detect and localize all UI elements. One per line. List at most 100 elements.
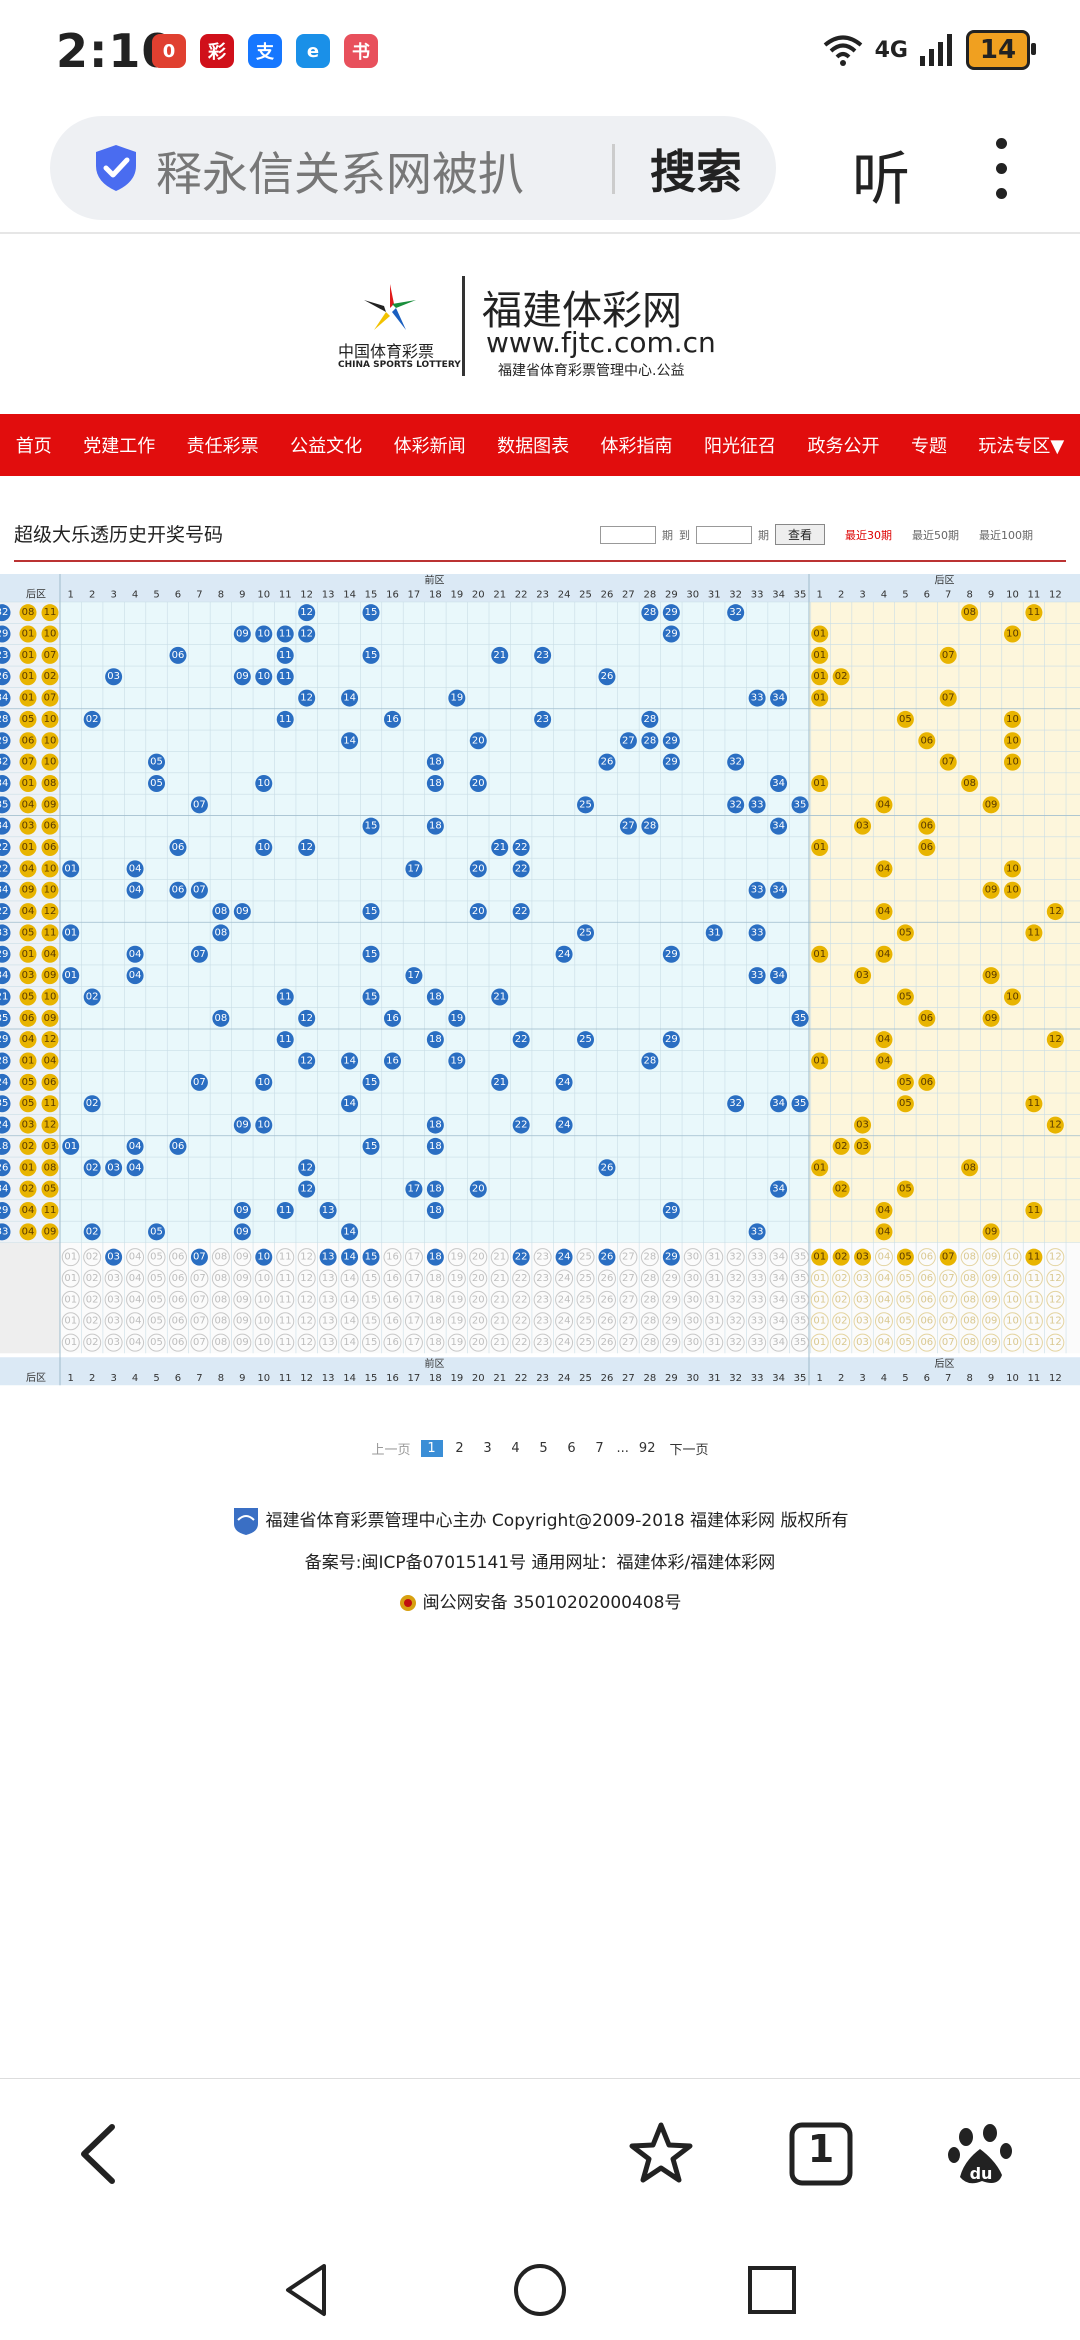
stat-back-1-4 [874,1269,893,1288]
stat-front-num-2-2: 02 [86,1294,99,1305]
nav-item-0[interactable]: 首页 [15,436,52,457]
recent-100-link[interactable]: 最近100期 [979,528,1034,542]
nav-item-7[interactable]: 阳光征召 [704,436,777,457]
stat-back-num-0-12: 12 [1049,1252,1062,1263]
back-num-25-3: 03 [856,1141,869,1152]
nav-item-1[interactable]: 党建工作 [83,436,156,457]
back-ball-13-10 [1003,881,1021,899]
stat-front-num-2-12: 12 [300,1294,313,1305]
back-num-1-10: 10 [1006,629,1019,640]
stat-front-num-3-12: 12 [300,1316,313,1327]
front-num-2-6: 06 [172,650,185,661]
stat-front-num-4-22: 22 [515,1337,528,1348]
footer-police[interactable]: 闽公网安备 35010202000408号 [0,1588,1080,1613]
back-arrow-icon[interactable] [66,2119,136,2189]
front-ball-8-5 [148,774,166,792]
page-link-last[interactable]: 92 [638,1441,656,1456]
prefix-num-13-0: 34 [0,885,8,896]
listen-button[interactable]: 听 [852,145,911,213]
query-button[interactable]: 查看 [775,524,826,545]
stat-front-0-18 [426,1248,444,1266]
bookmark-star-icon[interactable] [626,2119,696,2189]
back-num-13-9: 09 [985,885,998,896]
recent-30-link[interactable]: 最近30期 [845,528,893,542]
back-num-0-8: 08 [963,607,976,618]
tabs-button[interactable]: 1 [786,2119,856,2189]
nav-item-9[interactable]: 专题 [910,436,947,457]
prefix-ball-5-0 [0,710,11,728]
stat-front-num-0-10: 10 [257,1252,270,1263]
stat-front-2-21 [490,1290,509,1309]
start-issue-input[interactable] [600,525,656,544]
front-num-20-25: 25 [579,1034,592,1045]
nav-item-4[interactable]: 体彩新闻 [393,436,466,457]
back-ball-5-5 [896,710,914,728]
page-link-7[interactable]: 7 [595,1441,604,1456]
stat-front-num-0-16: 16 [386,1252,399,1263]
prefix-num-20-0: 29 [0,1034,8,1045]
stat-back-2-10 [1003,1290,1022,1309]
front-ball-7-26 [598,753,616,771]
front-col-head-10: 10 [257,590,270,601]
nav-item-2[interactable]: 责任彩票 [186,436,259,457]
page-link-1[interactable]: 1 [420,1440,443,1457]
page-link-5[interactable]: 5 [539,1441,548,1456]
front-col-head-15: 15 [365,590,378,601]
back-num-26-8: 08 [963,1162,976,1173]
back-ball-24-12 [1046,1116,1064,1134]
stat-front-num-3-23: 23 [536,1316,549,1327]
stat-back-num-3-6: 06 [920,1316,933,1327]
front-ball-16-4 [126,945,144,963]
stat-front-num-0-29: 29 [665,1252,678,1263]
stat-front-num-0-30: 30 [686,1252,699,1263]
stat-front-3-11 [276,1312,295,1331]
prefix-num-13-1: 09 [22,885,35,896]
front-ball-19-19 [448,1009,466,1027]
stat-back-2-1 [810,1290,829,1309]
stat-front-2-9 [233,1290,252,1309]
back-num-21-1: 01 [813,1056,826,1067]
site-logo[interactable]: 中国体育彩票 CHINA SPORTS LOTTERY 福建体彩网 www.fj… [330,276,750,386]
stat-front-3-23 [533,1312,552,1331]
nav-item-3[interactable]: 公益文化 [290,436,363,457]
stat-front-2-27 [619,1290,638,1309]
recent-50-link[interactable]: 最近50期 [912,528,960,542]
stat-front-0-20 [469,1248,488,1267]
page-link-4[interactable]: 4 [511,1441,520,1456]
prefix-num-8-2: 08 [44,778,57,789]
search-bar[interactable]: 释永信关系网被扒 搜索 [50,116,776,220]
page-link-3[interactable]: 3 [483,1441,492,1456]
prefix-ball-18-2 [41,988,59,1006]
stat-front-2-29 [662,1290,681,1309]
nav-item-5[interactable]: 数据图表 [497,436,570,457]
system-recents-icon[interactable] [740,2258,804,2322]
more-menu-icon[interactable] [996,138,1008,213]
front-ball-1-10 [255,625,273,643]
baidu-paw-icon[interactable]: du [946,2119,1016,2189]
nav-item-8[interactable]: 政务公开 [807,436,880,457]
page-link-2[interactable]: 2 [455,1441,464,1456]
stat-back-num-3-4: 04 [878,1316,891,1327]
stat-front-0-28 [640,1248,659,1267]
front-col-head-1: 1 [68,590,74,601]
system-home-icon[interactable] [508,2258,572,2322]
back-col-head-6-footer: 6 [924,1373,930,1384]
stat-front-num-4-32: 32 [729,1337,742,1348]
stat-front-3-2 [83,1312,102,1331]
prefix-ball-20-2 [41,1031,59,1049]
nav-item-10[interactable]: 玩法专区▼ [978,436,1065,457]
system-back-icon[interactable] [276,2258,340,2322]
page-link-6[interactable]: 6 [567,1441,576,1456]
prefix-num-19-0: 35 [0,1013,8,1024]
prefix-ball-19-1 [19,1009,37,1027]
footer-icp[interactable]: 备案号:闽ICP备07015141号 通用网址：福建体彩/福建体彩网 [304,1553,776,1573]
next-page-link[interactable]: 下一页 [669,1443,709,1458]
search-button[interactable]: 搜索 [650,145,742,199]
end-issue-input[interactable] [696,525,752,544]
search-query-text[interactable]: 释永信关系网被扒 [156,147,524,201]
nav-item-6[interactable]: 体彩指南 [600,436,673,457]
prev-page-link[interactable]: 上一页 [371,1443,411,1458]
front-num-0-28: 28 [644,607,657,618]
stat-front-num-0-14: 14 [343,1252,356,1263]
prefix-num-17-1: 03 [22,970,35,981]
